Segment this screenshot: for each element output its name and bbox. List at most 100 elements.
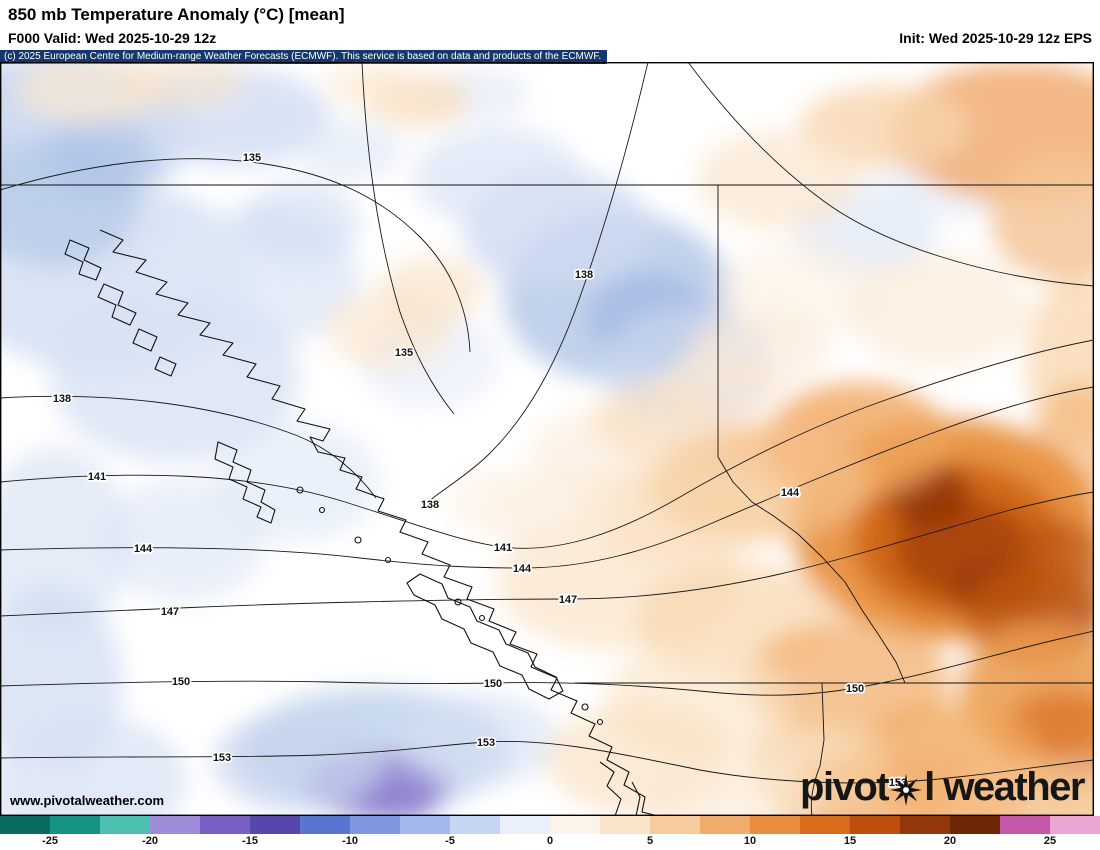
contour-label: 144 — [134, 543, 153, 555]
colorbar-tick-label: -10 — [342, 835, 358, 847]
contour-label: 153 — [213, 752, 231, 764]
contour-label: 147 — [161, 606, 179, 618]
island-dot — [296, 486, 304, 494]
colorbar-ticks: -25 -20 -15 -10 -5 0 5 10 15 20 25 — [0, 834, 1100, 850]
colorbar-strip — [0, 816, 1100, 834]
contour-138-line-w — [0, 395, 377, 499]
colorbar-tick-label: 15 — [843, 835, 857, 847]
colorbar-tick-label: -20 — [142, 835, 158, 847]
contour-label: 144 — [781, 487, 800, 499]
map-frame — [0, 62, 1094, 816]
colorbar-tick-label: 0 — [546, 835, 554, 847]
contour-label: 138 — [575, 269, 593, 281]
colorbar-cell — [150, 816, 200, 834]
contour-153-line — [0, 741, 1094, 784]
contour-label: 138 — [53, 393, 71, 405]
coastline-vancouver-island — [406, 573, 564, 700]
anomaly-shading — [0, 62, 1094, 816]
contour-lines — [0, 62, 1094, 784]
copyright-notice: (c) 2025 European Centre for Medium-rang… — [0, 50, 608, 64]
contour-label: 144 — [513, 563, 532, 575]
contour-label: 150 — [172, 676, 190, 688]
website-watermark: www.pivotalweather.com — [10, 793, 165, 808]
colorbar-cell — [100, 816, 150, 834]
colorbar-tick-label: -5 — [445, 835, 455, 847]
coastline-group — [64, 229, 659, 816]
colorbar-cell — [1000, 816, 1050, 834]
contour-144-line — [0, 386, 1094, 569]
colorbar-cell — [350, 816, 400, 834]
colorbar-cell — [650, 816, 700, 834]
contour-138-line-trough — [427, 62, 649, 503]
colorbar-cell — [800, 816, 850, 834]
colorbar-cell — [50, 816, 100, 834]
island-dot — [454, 598, 462, 606]
contour-141-line — [0, 339, 1094, 549]
colorbar-cell — [400, 816, 450, 834]
colorbar-cell — [900, 816, 950, 834]
border-bc-alberta — [717, 185, 906, 684]
contour-label: 150 — [484, 678, 502, 690]
logo-text-prefix: pivot — [800, 765, 890, 809]
island-dot — [384, 556, 392, 564]
colorbar-cell — [600, 816, 650, 834]
island-dot — [581, 703, 589, 711]
coastline-haida-gwaii — [214, 441, 276, 524]
colorbar-cell — [850, 816, 900, 834]
contour-135-line-n — [361, 62, 455, 415]
colorbar-cell — [450, 816, 500, 834]
colorbar-cell — [0, 816, 50, 834]
header-subline: F000 Valid: Wed 2025-10-29 12z Init: Wed… — [0, 28, 1100, 48]
map-canvas: 135 135 138 138 138 141 141 144 144 144 147 147 150 1… — [0, 62, 1100, 816]
coastline-mainland — [99, 229, 659, 816]
colorbar: -25 -20 -15 -10 -5 0 5 10 15 20 25 — [0, 816, 1100, 850]
island-dot — [318, 506, 326, 514]
colorbar-cell — [200, 816, 250, 834]
coastline-panhandle-island-2 — [97, 283, 137, 326]
coastline-panhandle-island-3 — [132, 328, 158, 352]
colorbar-tick-label: 10 — [743, 835, 757, 847]
contour-138-line-ne — [687, 62, 1094, 287]
island-dot — [478, 614, 486, 622]
contour-label: 135 — [243, 152, 261, 164]
colorbar-tick-label: 5 — [646, 835, 654, 847]
header: 850 mb Temperature Anomaly (°C) [mean] F… — [0, 0, 1100, 64]
island-dot — [596, 718, 604, 726]
colorbar-tick-label: 25 — [1043, 835, 1057, 847]
coastline-panhandle-island-4 — [154, 356, 177, 377]
coastline-panhandle-island-1 — [64, 239, 102, 281]
contour-150-line — [0, 630, 1094, 696]
colorbar-cell — [550, 816, 600, 834]
colorbar-cell — [700, 816, 750, 834]
island-dot — [354, 536, 362, 544]
forecast-valid-label: F000 Valid: Wed 2025-10-29 12z — [8, 30, 217, 46]
contour-label: 150 — [846, 683, 864, 695]
colorbar-cell — [1050, 816, 1100, 834]
contour-label: 138 — [421, 499, 439, 511]
colorbar-tick-label: -15 — [242, 835, 258, 847]
compass-star-icon — [890, 773, 923, 806]
political-borders — [0, 184, 1094, 816]
colorbar-cell — [300, 816, 350, 834]
colorbar-cell — [500, 816, 550, 834]
coastline-puget-sound — [599, 761, 641, 816]
init-label: Init: Wed 2025-10-29 12z EPS — [899, 30, 1092, 46]
contour-label: 141 — [88, 471, 106, 483]
colorbar-tick-label: -25 — [42, 835, 58, 847]
colorbar-tick-label: 20 — [943, 835, 957, 847]
contour-label: 153 — [477, 737, 495, 749]
contour-147-line — [0, 491, 1094, 617]
contour-label: 147 — [559, 594, 577, 606]
copyright-row: (c) 2025 European Centre for Medium-rang… — [0, 48, 1100, 64]
colorbar-cell — [250, 816, 300, 834]
page-title: 850 mb Temperature Anomaly (°C) [mean] — [8, 5, 345, 24]
border-idaho-montana — [810, 682, 825, 816]
contour-135-line-nw — [0, 158, 471, 353]
logo-text-suffix: l weather — [924, 765, 1085, 809]
contour-label: 141 — [494, 542, 512, 554]
colorbar-cell — [750, 816, 800, 834]
pivotal-weather-logo: pivot l weather — [800, 765, 1085, 810]
